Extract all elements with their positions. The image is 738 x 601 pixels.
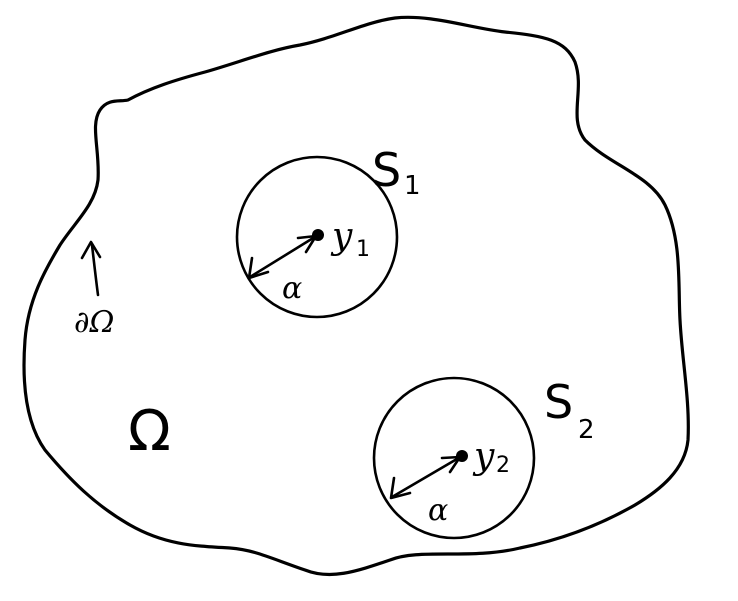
- sphere-s2-circle: [372, 376, 536, 540]
- sphere-s1-index: 1: [404, 171, 421, 201]
- sphere-s2-name: S: [544, 375, 573, 429]
- sphere-s2-radius-label: α: [428, 493, 448, 528]
- sphere-s1-radius-arrowhead-outer: [247, 256, 270, 280]
- sphere-s2-radius-arrowhead-outer: [389, 476, 412, 500]
- sphere-s2-radius-line: [390, 454, 464, 499]
- sphere-s2-center-label: y: [472, 436, 495, 477]
- sphere-s1-radius-label: α: [282, 271, 302, 306]
- sphere-s1-name: S: [372, 143, 401, 197]
- domain-boundary: [22, 15, 690, 577]
- sphere-s2-center-index: 2: [496, 453, 510, 478]
- boundary-pointer-arrow: [90, 243, 100, 297]
- sphere-s1-circle: [235, 155, 399, 319]
- sphere-s1-radius-line: [248, 233, 320, 279]
- sphere-s1-radius-arrowhead-inner: [296, 234, 318, 254]
- sphere-s2-radius-arrowhead-inner: [440, 455, 462, 474]
- sphere-s2-index: 2: [578, 415, 595, 445]
- domain-label: Ω: [128, 399, 171, 464]
- boundary-label: ∂Ω: [74, 305, 114, 340]
- sphere-s1-center-index: 1: [356, 237, 370, 262]
- boundary-pointer-arrowhead: [80, 240, 102, 260]
- sphere-s1-center-label: y: [330, 216, 353, 257]
